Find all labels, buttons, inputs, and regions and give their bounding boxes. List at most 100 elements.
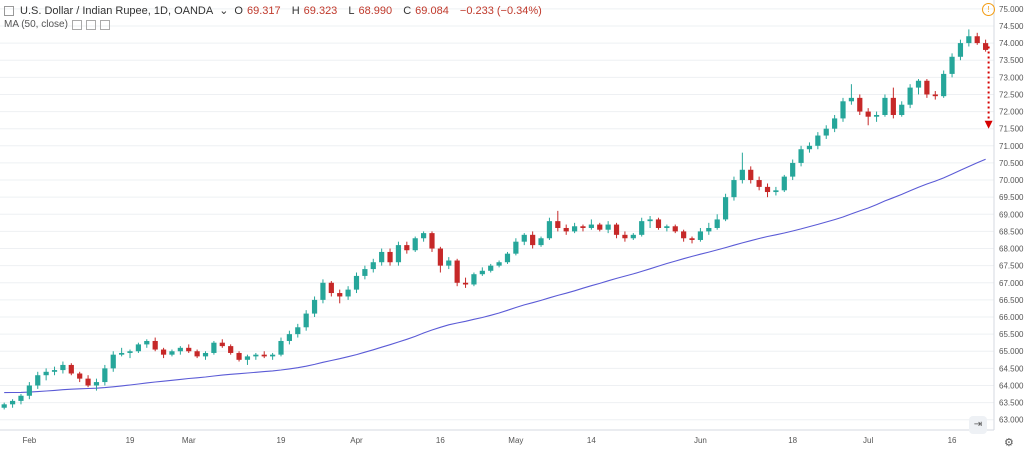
x-tick-label: Apr [350,436,363,445]
y-tick-label: 74.000 [999,39,1024,48]
candle-body [790,162,796,177]
candle-body [504,253,511,263]
y-tick-label: 73.500 [999,56,1024,65]
indicator-label[interactable]: MA (50, close) [4,19,68,30]
candle-body [454,260,460,283]
x-tick-label: May [508,436,523,445]
candle-body [194,351,200,357]
candle-body [18,395,24,401]
candle-body [9,400,16,405]
candle-body [605,224,611,230]
candle-body [85,378,91,386]
collapse-legend-icon[interactable] [4,5,14,16]
candle-body [983,43,989,50]
x-tick-label: 19 [126,436,135,445]
y-tick-label: 71.000 [999,142,1024,151]
y-tick-label: 65.000 [999,347,1024,356]
candle-body [379,251,385,263]
candle-body [672,226,678,232]
candle-body [127,351,133,353]
candle-body [362,269,368,276]
candle-body [102,368,108,383]
candle-body [236,352,242,360]
low-value: L 68.990 [348,4,393,17]
x-tick-label: Jul [863,436,873,445]
indicator-legend: MA (50, close) [4,19,110,30]
candle-body [546,221,553,239]
candle-body [613,224,620,235]
candle-body [865,111,871,117]
candle-body [697,231,704,240]
x-tick-label: 19 [277,436,286,445]
candle-body [119,352,125,355]
candle-body [681,231,687,239]
candle-body [756,180,762,187]
candle-body [496,262,502,266]
candle-body [781,176,787,191]
candle-body [588,224,594,228]
projection-arrow-head [984,120,993,129]
candle-body [446,260,452,266]
candle-body [303,313,309,328]
candle-body [320,282,326,300]
candle-body [286,334,292,341]
candle-body [35,375,41,386]
y-tick-label: 70.500 [999,159,1024,168]
ma-line [4,158,986,394]
candle-body [437,248,443,266]
candle-body [966,36,972,44]
candle-body [93,382,100,386]
y-tick-label: 63.000 [999,416,1024,425]
y-tick-label: 66.500 [999,296,1024,305]
candle-body [177,347,183,352]
candle-body [941,73,947,97]
candle-body [404,245,410,251]
candle-body [144,340,150,345]
candle-body [748,169,754,181]
candle-body [513,241,519,254]
candle-body [228,346,234,353]
open-value: O 69.317 [234,4,281,17]
gear-icon[interactable]: ⚙ [1004,437,1014,449]
y-tick-label: 72.000 [999,108,1024,117]
candle-body [295,327,301,335]
y-tick-label: 64.500 [999,364,1024,373]
y-tick-label: 63.500 [999,399,1024,408]
candle-body [211,342,217,353]
candle-body [43,371,49,376]
candle-body [471,274,477,285]
candle-body [580,226,586,228]
symbol-title[interactable]: U.S. Dollar / Indian Rupee, 1D, OANDA [20,4,214,17]
candle-body [77,373,83,379]
candle-body [412,238,418,251]
candle-body [815,135,821,146]
candle-body [253,354,259,357]
alert-icon[interactable]: ! [982,3,995,16]
indicator-visibility-icon[interactable] [71,19,82,30]
symbol-dropdown-icon[interactable]: ⌄ [219,5,229,17]
candle-body [655,219,662,228]
indicator-settings-icon[interactable] [85,19,96,30]
x-tick-label: 16 [436,436,445,445]
candle-body [890,97,896,115]
candle-body [555,221,561,228]
candle-body [244,356,251,360]
candle-body [882,97,888,115]
x-tick-label: 18 [788,436,797,445]
y-tick-label: 66.000 [999,313,1024,322]
candle-body [538,238,544,246]
y-tick-label: 65.500 [999,330,1024,339]
candle-body [311,299,318,314]
candle-body [202,352,209,357]
x-tick-label: Jun [694,436,707,445]
candle-body [840,101,846,119]
scroll-right-icon[interactable]: ⇥ [969,416,987,434]
candle-body [563,227,569,232]
candle-body [706,227,712,232]
x-tick-label: Mar [182,436,196,445]
candle-body [270,354,276,357]
candle-body [806,145,813,150]
indicator-remove-icon[interactable] [99,19,110,30]
candle-body [530,234,536,246]
